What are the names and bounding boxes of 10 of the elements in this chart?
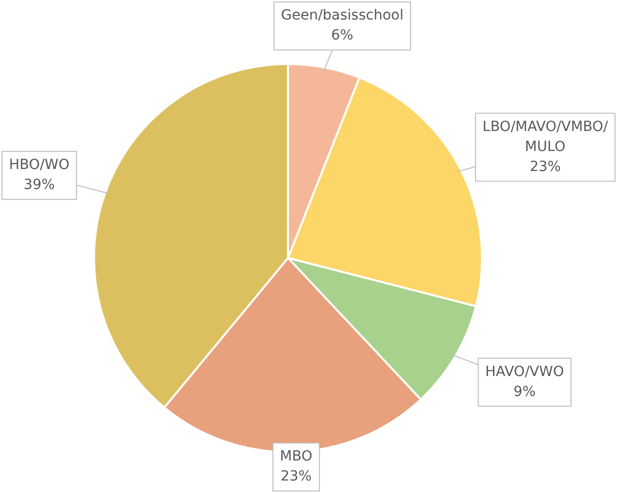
data-label: 23% <box>530 158 561 175</box>
slice-label: Geen/basisschool <box>280 8 404 24</box>
data-label: 39% <box>24 176 55 193</box>
slice-label: HBO/WO <box>9 156 70 173</box>
data-label: 6% <box>331 28 354 44</box>
slice-label: HAVO/VWO <box>485 364 564 380</box>
data-label: 23% <box>280 468 312 485</box>
slice-label: MBO <box>280 448 312 465</box>
data-label: 9% <box>514 384 536 400</box>
slice-label: LBO/MAVO/VMBO/MULO <box>482 118 608 155</box>
